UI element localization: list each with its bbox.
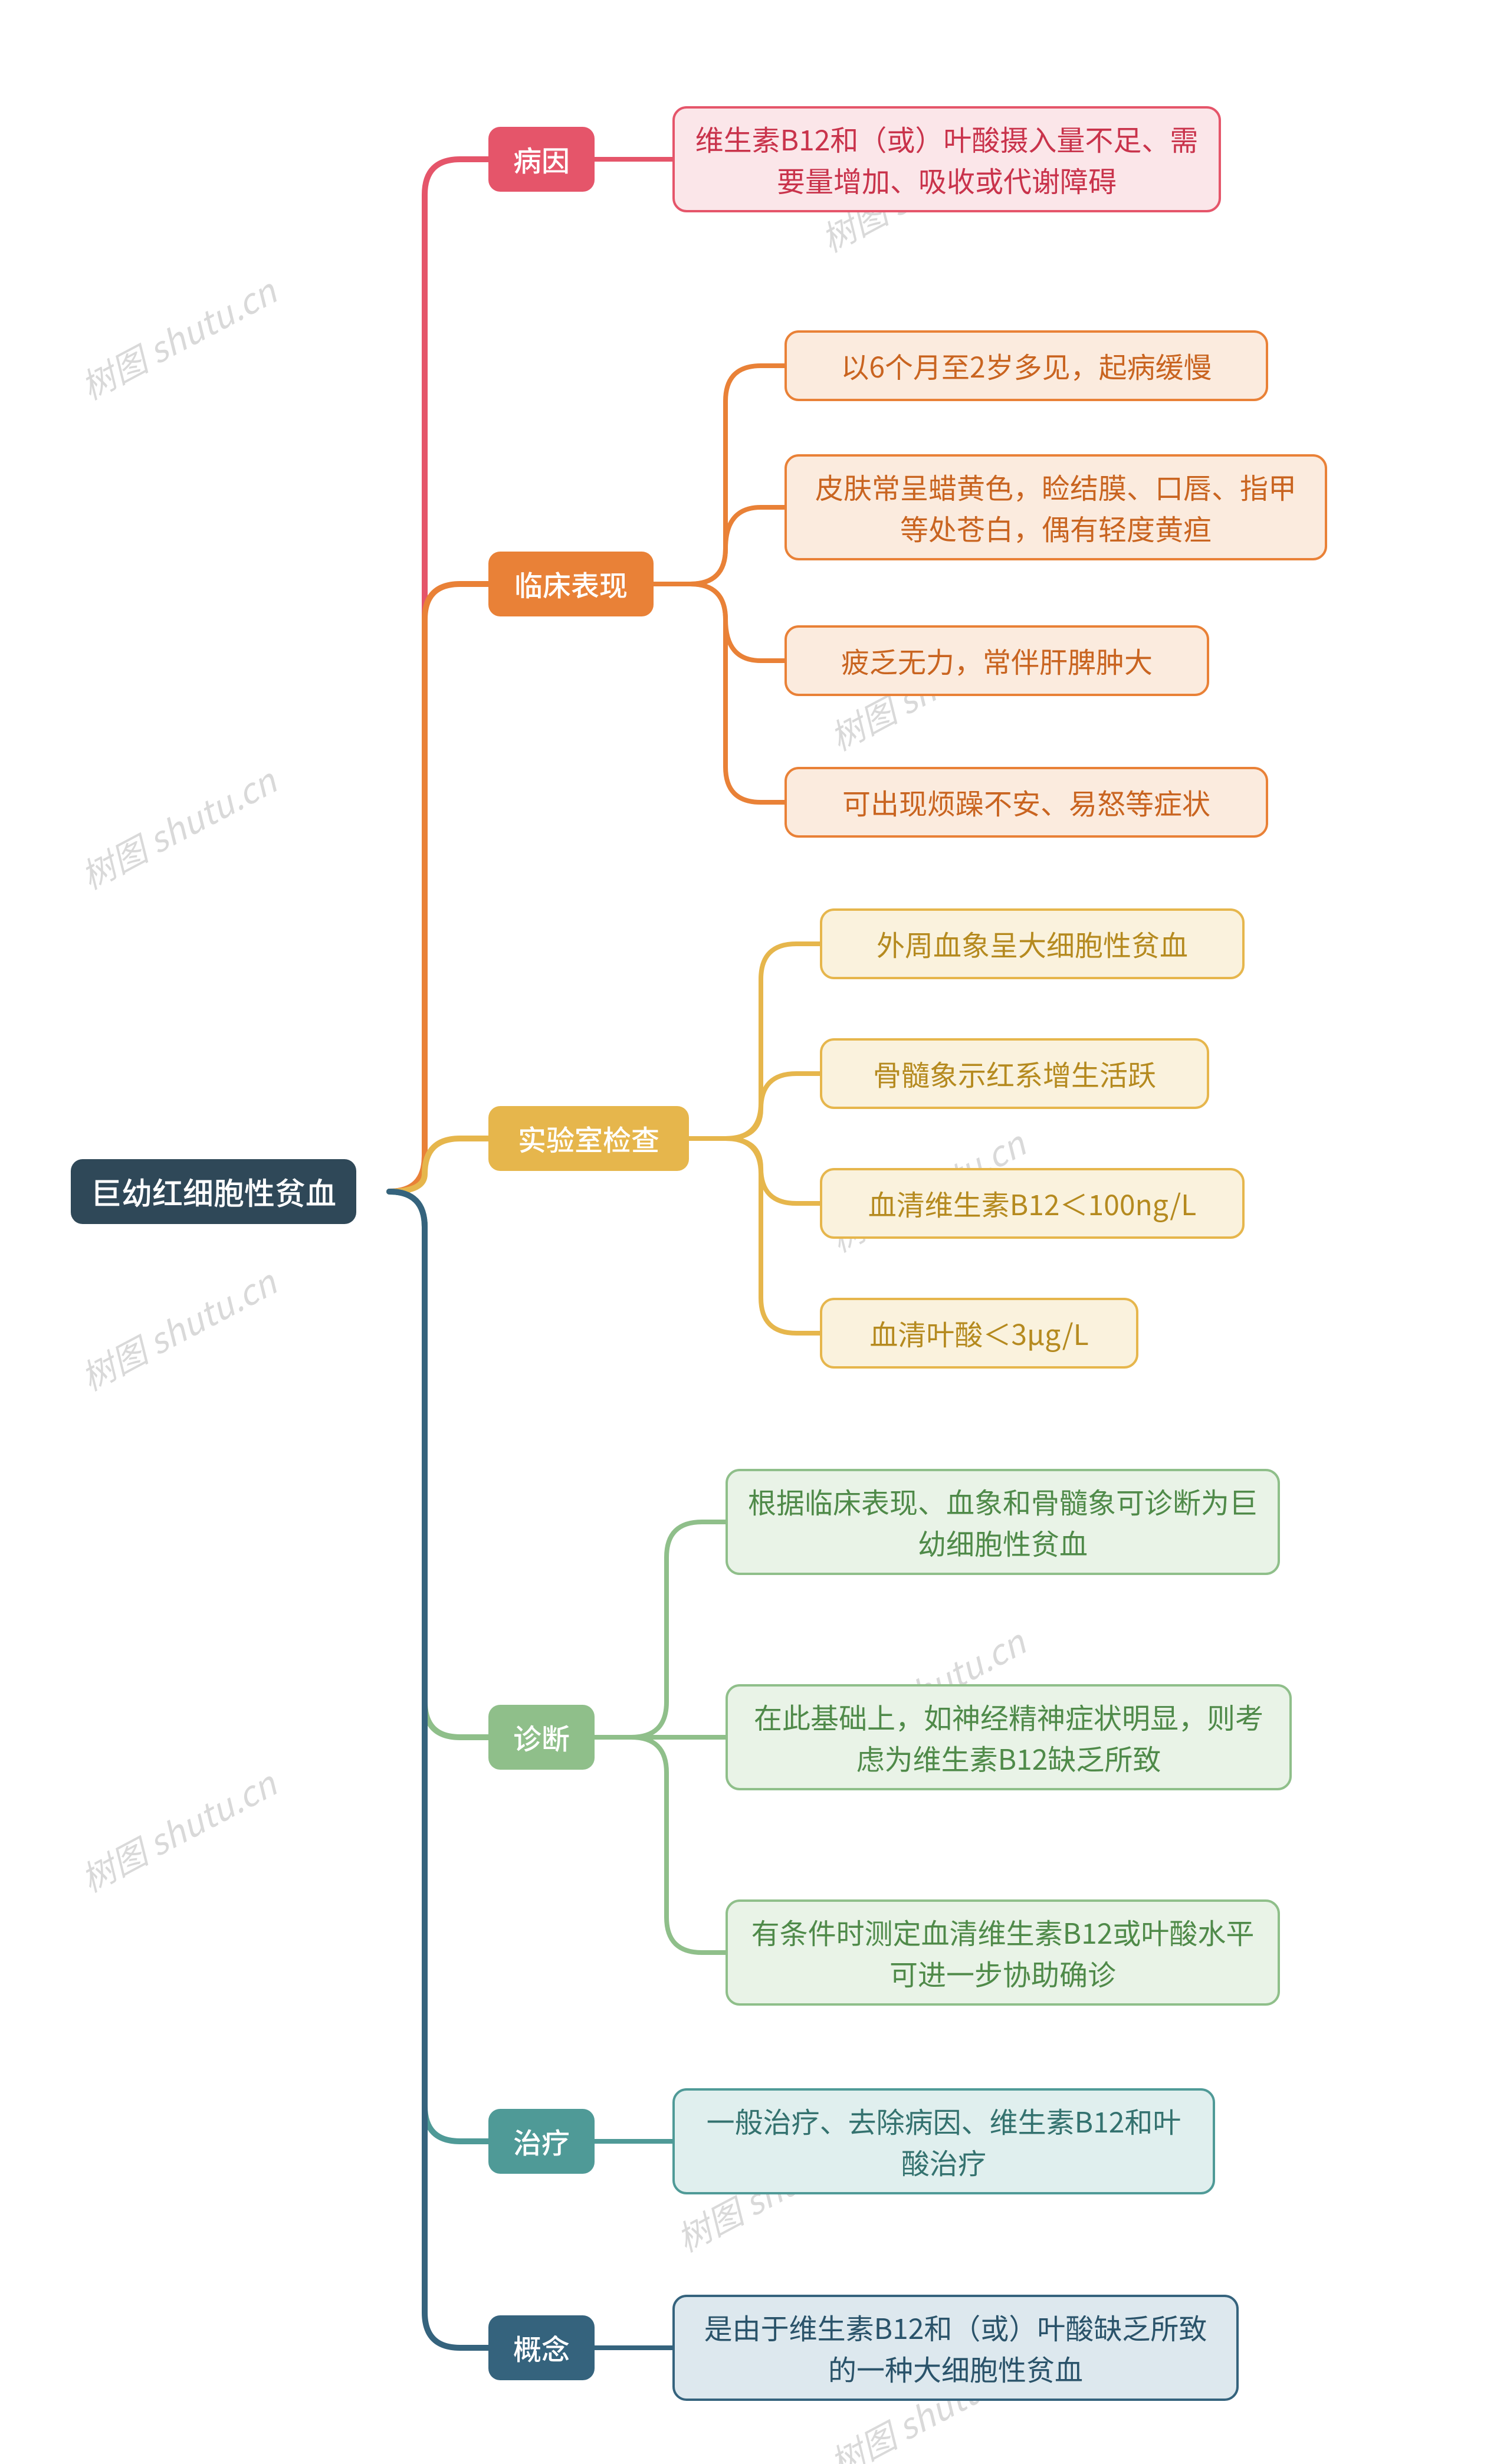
leaf-lab-3[interactable]: 血清维生素B12＜100ng/L xyxy=(820,1168,1245,1239)
leaf-clinical-3[interactable]: 疲乏无力，常伴肝脾肿大 xyxy=(784,625,1209,696)
branch-diagnosis[interactable]: 诊断 xyxy=(488,1705,595,1770)
leaf-clinical-1[interactable]: 以6个月至2岁多见，起病缓慢 xyxy=(784,330,1268,401)
watermark: 树图 shutu.cn xyxy=(71,1757,284,1902)
leaf-clinical-2[interactable]: 皮肤常呈蜡黄色，睑结膜、口唇、指甲等处苍白，偶有轻度黄疸 xyxy=(784,454,1327,560)
root-node[interactable]: 巨幼红细胞性贫血 xyxy=(71,1159,356,1224)
leaf-diagnosis-3[interactable]: 有条件时测定血清维生素B12或叶酸水平可进一步协助确诊 xyxy=(726,1899,1280,2006)
leaf-cause-1[interactable]: 维生素B12和（或）叶酸摄入量不足、需要量增加、吸收或代谢障碍 xyxy=(672,106,1221,212)
leaf-lab-4[interactable]: 血清叶酸＜3μg/L xyxy=(820,1298,1138,1369)
branch-concept[interactable]: 概念 xyxy=(488,2315,595,2380)
watermark: 树图 shutu.cn xyxy=(71,754,284,899)
watermark: 树图 shutu.cn xyxy=(71,265,284,409)
leaf-concept-1[interactable]: 是由于维生素B12和（或）叶酸缺乏所致的一种大细胞性贫血 xyxy=(672,2295,1239,2401)
mindmap-stage: 树图 shutu.cn 树图 shutu.cn 树图 shutu.cn 树图 s… xyxy=(0,0,1510,2464)
watermark: 树图 shutu.cn xyxy=(71,1256,284,1400)
leaf-clinical-4[interactable]: 可出现烦躁不安、易怒等症状 xyxy=(784,767,1268,838)
leaf-lab-2[interactable]: 骨髓象示红系增生活跃 xyxy=(820,1038,1209,1109)
leaf-treatment-1[interactable]: 一般治疗、去除病因、维生素B12和叶酸治疗 xyxy=(672,2088,1215,2194)
leaf-lab-1[interactable]: 外周血象呈大细胞性贫血 xyxy=(820,908,1245,979)
branch-treatment[interactable]: 治疗 xyxy=(488,2109,595,2174)
branch-lab[interactable]: 实验室检查 xyxy=(488,1106,689,1171)
leaf-diagnosis-1[interactable]: 根据临床表现、血象和骨髓象可诊断为巨幼细胞性贫血 xyxy=(726,1469,1280,1575)
branch-cause[interactable]: 病因 xyxy=(488,127,595,192)
branch-clinical[interactable]: 临床表现 xyxy=(488,552,654,616)
leaf-diagnosis-2[interactable]: 在此基础上，如神经精神症状明显，则考虑为维生素B12缺乏所致 xyxy=(726,1684,1292,1790)
